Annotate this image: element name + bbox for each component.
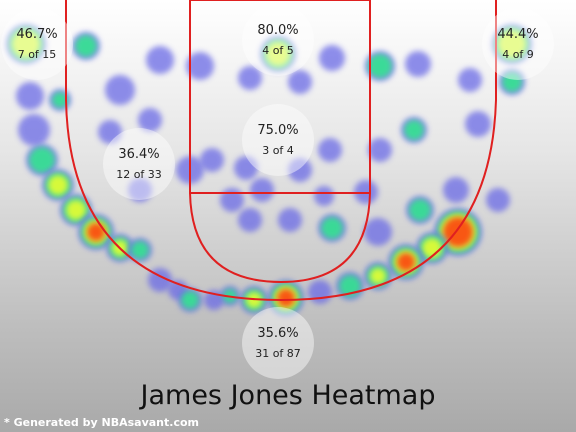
zone-made-attempts: 4 of 5 (262, 44, 294, 57)
zone-made-attempts: 31 of 87 (255, 347, 301, 360)
heat-blob (458, 68, 482, 92)
heat-blob (138, 108, 162, 132)
zone-percentage: 36.4% (118, 147, 160, 162)
heat-blob (405, 51, 431, 77)
heat-blob (314, 186, 334, 206)
heat-blob (465, 111, 491, 137)
heat-blob (250, 178, 274, 202)
heat-blob (397, 253, 415, 271)
heat-blob (66, 200, 86, 220)
heat-blob (321, 217, 343, 239)
heat-blob (12, 30, 40, 58)
zone-left-midrange: 36.4% 12 of 33 (103, 128, 175, 200)
heat-blob (52, 92, 68, 108)
heat-blob (318, 138, 342, 162)
heat-blob (288, 158, 312, 182)
heat-blob (277, 289, 295, 307)
heat-blob (128, 178, 152, 202)
heat-blob (181, 291, 199, 309)
zone-above-break-three: 35.6% 31 of 87 (242, 307, 314, 379)
heat-blob (266, 42, 290, 66)
zone-made-attempts: 4 of 9 (502, 48, 534, 61)
heat-blob (200, 148, 224, 172)
heat-blob (404, 120, 424, 140)
zone-percentage: 44.4% (497, 27, 539, 42)
heat-blob (368, 138, 392, 162)
zone-right-corner-three: 44.4% 4 of 9 (482, 8, 554, 80)
zone-percentage: 35.6% (257, 326, 299, 341)
heat-blob (98, 120, 122, 144)
heat-blob (308, 280, 332, 304)
three-point-arc (65, 99, 497, 302)
heat-blob (498, 30, 526, 58)
heat-blob (238, 208, 262, 232)
heat-blob (18, 114, 50, 146)
heat-blob (319, 45, 345, 71)
zone-percentage: 80.0% (257, 23, 299, 38)
zone-made-attempts: 12 of 33 (116, 168, 162, 181)
zone-left-corner-three: 46.7% 7 of 15 (1, 8, 73, 80)
heat-blob (288, 70, 312, 94)
zone-paint: 75.0% 3 of 4 (242, 104, 314, 176)
heat-blob (29, 147, 55, 173)
heat-blob (278, 208, 302, 232)
heat-blob (234, 156, 258, 180)
zone-percentage: 46.7% (16, 27, 58, 42)
zone-made-attempts: 7 of 15 (17, 48, 57, 61)
heat-blob (368, 54, 392, 78)
heat-blob (364, 218, 392, 246)
heat-blob (370, 268, 386, 284)
heat-blob (220, 188, 244, 212)
heat-blob (502, 72, 522, 92)
zone-percentage: 75.0% (257, 123, 299, 138)
credit-text: * Generated by NBAsavant.com (4, 416, 199, 429)
zone-made-attempts: 3 of 4 (262, 144, 294, 157)
zone-top-paint: 80.0% 4 of 5 (242, 4, 314, 76)
heat-blob (146, 46, 174, 74)
heat-blob (105, 75, 135, 105)
heat-blob (75, 35, 97, 57)
heat-blob (131, 241, 149, 259)
heat-blob (486, 188, 510, 212)
paint-box (189, 0, 371, 194)
heat-blob (87, 223, 105, 241)
heat-blob (186, 52, 214, 80)
heat-blob (443, 177, 469, 203)
heat-blob (238, 66, 262, 90)
heat-blob (409, 199, 431, 221)
free-throw-arc (189, 192, 371, 284)
heat-blob (48, 175, 68, 195)
chart-title: James Jones Heatmap (140, 380, 436, 411)
heat-blob (16, 82, 44, 110)
